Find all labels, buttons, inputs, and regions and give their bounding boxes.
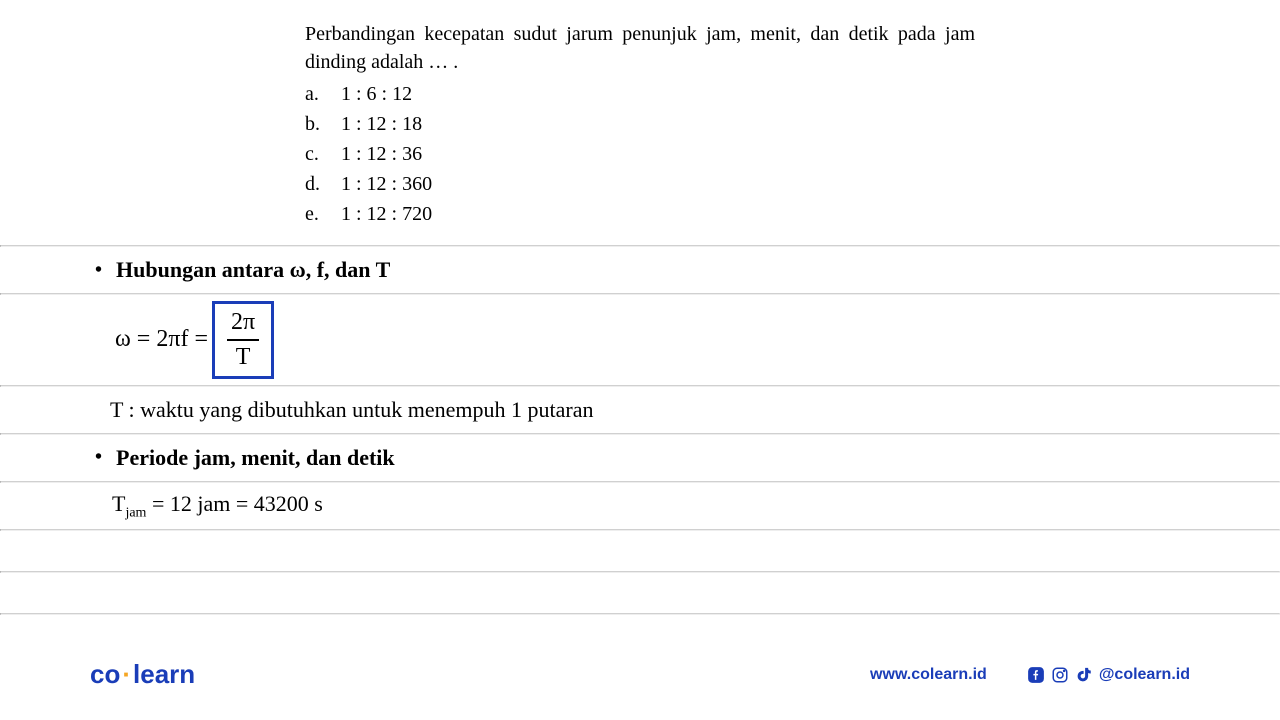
option-c: c. 1 : 12 : 36	[305, 140, 975, 168]
footer: co·learn www.colearn.id @colearn.id	[0, 659, 1280, 690]
instagram-icon	[1051, 666, 1069, 684]
heading-period: • Periode jam, menit, dan detik	[95, 445, 1185, 471]
facebook-icon	[1027, 666, 1045, 684]
social-block: @colearn.id	[1027, 666, 1190, 684]
option-value: 1 : 12 : 18	[341, 110, 422, 138]
option-value: 1 : 12 : 360	[341, 170, 432, 198]
fraction-denominator: T	[232, 341, 255, 372]
formula-prefix: ω = 2πf =	[115, 326, 208, 353]
logo: co·learn	[90, 659, 195, 690]
option-e: e. 1 : 12 : 720	[305, 200, 975, 228]
logo-part1: co	[90, 659, 120, 689]
option-value: 1 : 12 : 720	[341, 200, 432, 228]
option-d: d. 1 : 12 : 360	[305, 170, 975, 198]
heading-text: Hubungan antara ω, f, dan T	[116, 257, 390, 283]
fraction-numerator: 2π	[227, 308, 259, 341]
logo-dot-icon: ·	[122, 659, 131, 689]
divider	[0, 613, 1280, 615]
footer-right: www.colearn.id @colearn.id	[870, 666, 1190, 684]
definition-row: T : waktu yang dibutuhkan untuk menempuh…	[0, 387, 1280, 433]
option-value: 1 : 12 : 36	[341, 140, 422, 168]
option-a: a. 1 : 6 : 12	[305, 80, 975, 108]
section-period: • Periode jam, menit, dan detik	[0, 435, 1280, 481]
logo-part2: learn	[133, 659, 195, 689]
website-url: www.colearn.id	[870, 666, 987, 684]
social-handle: @colearn.id	[1099, 666, 1190, 684]
option-value: 1 : 6 : 12	[341, 80, 412, 108]
question-block: Perbandingan kecepatan sudut jarum penun…	[0, 0, 1280, 245]
options-list: a. 1 : 6 : 12 b. 1 : 12 : 18 c. 1 : 12 :…	[305, 80, 975, 228]
definition-text: T : waktu yang dibutuhkan untuk menempuh…	[110, 397, 594, 422]
period-row: Tjam = 12 jam = 43200 s	[0, 483, 1280, 529]
option-letter: b.	[305, 110, 341, 138]
heading-relation: • Hubungan antara ω, f, dan T	[95, 257, 1185, 283]
option-letter: c.	[305, 140, 341, 168]
bullet-icon: •	[95, 446, 102, 469]
period-subscript: jam	[125, 505, 146, 520]
option-letter: a.	[305, 80, 341, 108]
heading-text: Periode jam, menit, dan detik	[116, 445, 395, 471]
question-text: Perbandingan kecepatan sudut jarum penun…	[305, 20, 975, 76]
option-b: b. 1 : 12 : 18	[305, 110, 975, 138]
period-symbol: T	[112, 491, 125, 516]
formula-row: ω = 2πf = 2π T	[0, 295, 1280, 385]
option-letter: d.	[305, 170, 341, 198]
boxed-fraction: 2π T	[212, 301, 274, 379]
section-relation: • Hubungan antara ω, f, dan T	[0, 247, 1280, 293]
period-value: = 12 jam = 43200 s	[146, 491, 322, 516]
option-letter: e.	[305, 200, 341, 228]
tiktok-icon	[1075, 666, 1093, 684]
bullet-icon: •	[95, 259, 102, 282]
